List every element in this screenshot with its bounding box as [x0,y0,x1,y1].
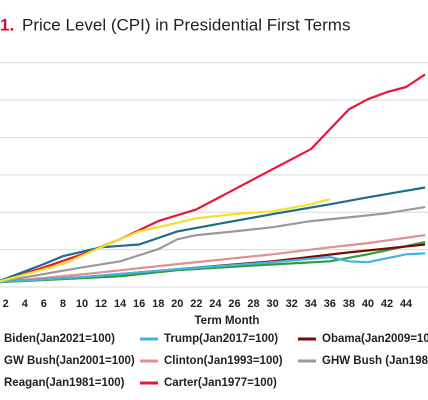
x-tick-label: 26 [228,298,240,310]
series-line [0,186,426,283]
series-line [0,206,426,283]
legend-label: Obama(Jan2009=100) [322,333,428,345]
x-tick-label: 24 [209,298,222,310]
legend-label: Clinton(Jan1993=100) [164,355,283,367]
legend-label: Carter(Jan1977=100) [164,377,277,389]
x-tick-label: 30 [266,298,278,310]
x-tick-label: 22 [190,298,202,310]
series-line [0,234,426,284]
series-line [0,252,426,284]
legend-label: Reagan(Jan1981=100) [4,377,125,389]
x-tick-label: 10 [76,298,88,310]
x-tick-label: 12 [95,298,107,310]
legend-label: GHW Bush (Jan1989=100) [322,355,428,367]
series-line [0,198,331,283]
x-tick-label: 36 [324,298,336,310]
x-tick-label: 14 [114,298,127,310]
x-tick-label: 2 [3,298,9,310]
x-tick-label: 18 [152,298,164,310]
x-tick-label: 42 [381,298,393,310]
x-tick-label: 8 [60,298,66,310]
figure-number: 1. [0,15,14,34]
legend-label: Biden(Jan2021=100) [4,333,115,345]
x-tick-label: 34 [305,298,318,310]
x-tick-label: 32 [286,298,298,310]
x-tick-label: 44 [400,298,413,310]
x-tick-label: 38 [343,298,355,310]
x-tick-label: 20 [171,298,183,310]
series-line [0,241,426,284]
x-tick-label: 4 [22,298,29,310]
x-tick-label: 16 [133,298,145,310]
legend-label: Trump(Jan2017=100) [164,333,278,345]
x-tick-label: 28 [247,298,259,310]
x-tick-label: 6 [41,298,47,310]
legend-label: GW Bush(Jan2001=100) [4,355,135,367]
chart-title: Price Level (CPI) in Presidential First … [22,15,350,34]
x-tick-label: 40 [362,298,374,310]
x-axis-label: Term Month [195,315,260,327]
